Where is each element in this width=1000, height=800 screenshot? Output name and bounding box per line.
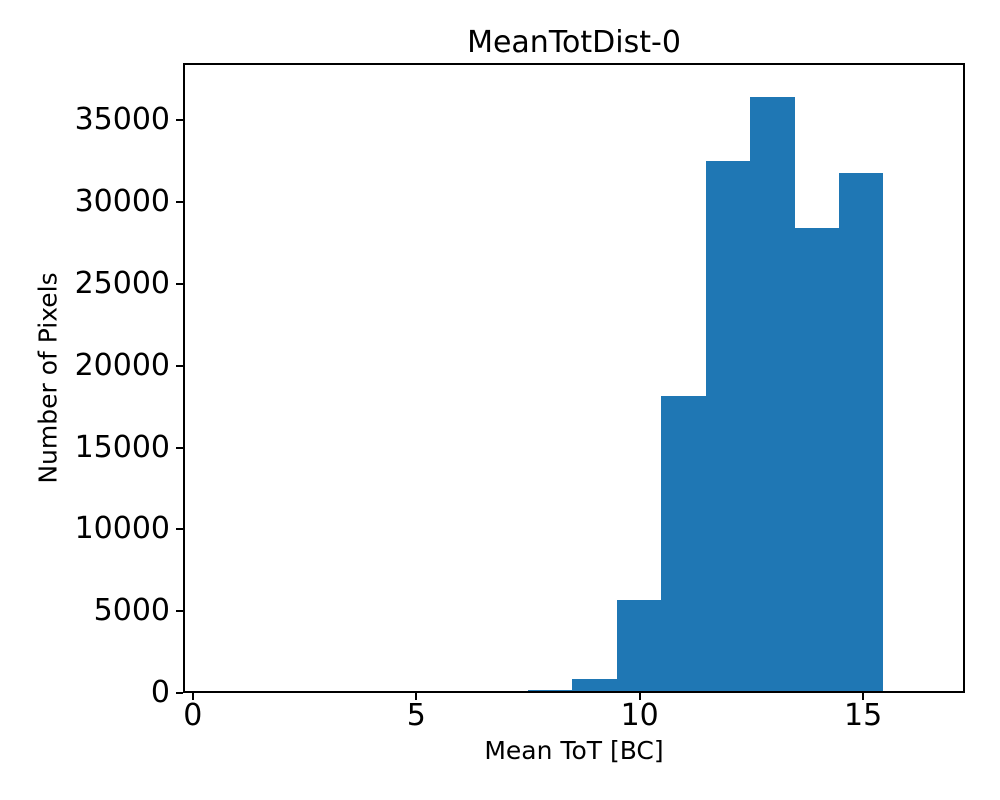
x-tick-mark (415, 693, 418, 700)
y-tick-mark (176, 282, 183, 285)
histogram-bar (528, 690, 572, 691)
y-tick-label: 30000 (74, 184, 170, 220)
x-tick-mark (191, 693, 194, 700)
histogram-bar (839, 172, 883, 691)
histogram-bar (661, 396, 706, 691)
y-tick-label: 20000 (74, 347, 170, 383)
histogram-bar (795, 227, 839, 691)
histogram-bar (706, 161, 750, 691)
y-tick-label: 10000 (74, 511, 170, 547)
x-tick-label: 0 (183, 698, 203, 733)
y-tick-mark (176, 610, 183, 613)
x-tick-mark (862, 693, 865, 700)
histogram-bar (617, 599, 661, 691)
histogram-bars (185, 65, 963, 691)
y-tick-label: 15000 (74, 429, 170, 465)
chart-title: MeanTotDist-0 (467, 25, 681, 60)
y-tick-label: 25000 (74, 265, 170, 301)
y-tick-label: 35000 (74, 102, 170, 138)
y-tick-label: 0 (150, 675, 170, 710)
y-tick-mark (176, 446, 183, 449)
y-tick-mark (176, 364, 183, 367)
histogram-bar (750, 97, 795, 691)
x-tick-label: 5 (406, 698, 426, 733)
y-tick-label: 5000 (93, 593, 170, 629)
y-tick-mark (176, 528, 183, 531)
x-tick-mark (638, 693, 641, 700)
y-tick-mark (176, 201, 183, 204)
x-axis-label: Mean ToT [BC] (484, 736, 664, 765)
x-tick-label: 15 (844, 698, 883, 733)
y-tick-mark (176, 119, 183, 122)
y-axis-label: Number of Pixels (33, 272, 63, 484)
plot-area (183, 63, 965, 693)
y-tick-mark (176, 692, 183, 694)
x-tick-label: 10 (620, 698, 659, 733)
histogram-bar (572, 679, 617, 691)
